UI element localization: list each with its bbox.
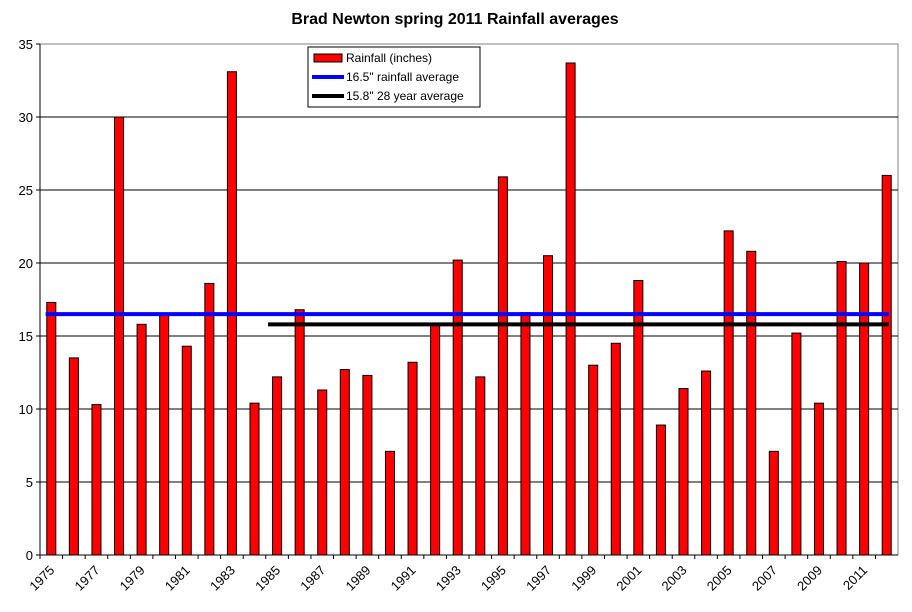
bar <box>136 323 147 556</box>
x-tick-label: 2009 <box>794 563 825 594</box>
bar <box>249 402 260 556</box>
y-tick-label: 25 <box>19 183 33 198</box>
x-tick-label: 1981 <box>162 563 193 594</box>
bar <box>272 376 283 556</box>
bar <box>497 176 508 556</box>
x-tick-label: 1989 <box>342 563 373 594</box>
bar <box>768 450 779 556</box>
y-tick-label: 30 <box>19 110 33 125</box>
bar <box>746 250 757 556</box>
bar <box>181 345 192 556</box>
x-tick-label: 2001 <box>613 563 644 594</box>
bar <box>294 309 305 556</box>
x-tick-label: 2005 <box>704 563 735 594</box>
x-tick-label: 1995 <box>478 563 509 594</box>
bar <box>384 450 395 556</box>
bar <box>791 332 802 556</box>
bar <box>46 301 57 556</box>
bar <box>610 342 621 556</box>
x-tick-label: 1983 <box>207 563 238 594</box>
bar <box>68 357 79 556</box>
bar <box>565 62 576 556</box>
bar <box>114 116 125 556</box>
bar <box>520 312 531 556</box>
bar <box>723 230 734 556</box>
y-tick-label: 35 <box>19 37 33 52</box>
bar <box>317 389 328 556</box>
y-tick-label: 15 <box>19 329 33 344</box>
bar <box>859 262 870 556</box>
bar <box>91 404 102 556</box>
bar <box>430 323 441 556</box>
x-tick-label: 1991 <box>388 563 419 594</box>
bar <box>836 261 847 556</box>
x-tick-label: 1975 <box>26 563 57 594</box>
bar <box>678 388 689 556</box>
x-tick-label: 1985 <box>252 563 283 594</box>
x-tick-label: 1993 <box>433 563 464 594</box>
x-tick-label: 1979 <box>117 563 148 594</box>
bar <box>339 369 350 556</box>
bar <box>881 174 892 556</box>
bar <box>813 402 824 556</box>
bar <box>655 424 666 556</box>
y-tick-label: 20 <box>19 256 33 271</box>
bar <box>159 313 170 556</box>
bar <box>407 361 418 556</box>
chart-title: Brad Newton spring 2011 Rainfall average… <box>291 11 618 28</box>
bar <box>452 259 463 556</box>
bar <box>475 376 486 556</box>
bar-series <box>46 62 892 556</box>
x-tick-label: 1999 <box>568 563 599 594</box>
y-tick-label: 0 <box>26 548 33 563</box>
x-tick-label: 1977 <box>72 563 103 594</box>
legend-label: 16.5" rainfall average <box>346 70 459 84</box>
x-tick-label: 1997 <box>523 563 554 594</box>
legend: Rainfall (inches) 16.5" rainfall average 1… <box>307 46 481 108</box>
bar <box>633 280 644 556</box>
bar <box>701 370 712 556</box>
y-tick-label: 5 <box>26 475 33 490</box>
x-tick-label: 2007 <box>749 563 780 594</box>
x-tick-label: 2011 <box>840 563 870 593</box>
legend-label: 15.8" 28 year average <box>346 89 464 103</box>
x-tick-label: 2003 <box>659 563 690 594</box>
bar <box>543 255 554 556</box>
bar <box>588 364 599 556</box>
legend-label: Rainfall (inches) <box>346 51 432 65</box>
bar <box>362 374 373 556</box>
x-tick-label: 1987 <box>297 563 328 594</box>
reference-lines <box>45 312 889 327</box>
bar <box>204 282 215 556</box>
y-tick-label: 10 <box>19 402 33 417</box>
legend-swatch-bar <box>313 53 343 63</box>
